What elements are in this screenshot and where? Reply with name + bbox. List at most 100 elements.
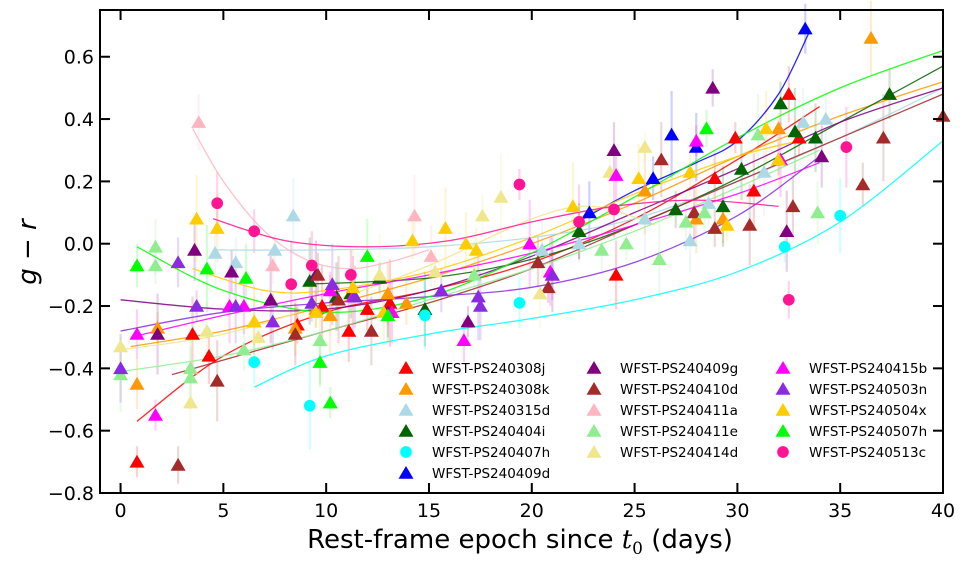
point-wfst-ps240315d (818, 112, 834, 125)
legend-label: WFST-PS240411e (620, 424, 738, 440)
legend-item-wfst-ps240404i: WFST-PS240404i (398, 424, 545, 440)
point-wfst-ps240410d (310, 267, 326, 281)
legend-item-wfst-ps240504x: WFST-PS240504x (775, 403, 927, 419)
point-wfst-ps240315d (534, 242, 550, 256)
fit-curve-wfst-ps240513c (212, 199, 779, 248)
legend: WFST-PS240308j WFST-PS240308k WFST-PS24031… (398, 361, 927, 482)
point-wfst-ps240411e (236, 342, 252, 356)
point-wfst-ps240410d (686, 205, 702, 219)
point-wfst-ps240504x (771, 152, 786, 166)
point-wfst-ps240503n (433, 283, 449, 297)
point-wfst-ps240308j (746, 183, 762, 197)
legend-marker-wfst-ps240507h (775, 424, 791, 437)
legend-marker-wfst-ps240411a (586, 403, 602, 416)
legend-item-wfst-ps240507h: WFST-PS240507h (775, 424, 927, 440)
fit-curves (120, 31, 944, 422)
point-wfst-ps240507h (199, 261, 215, 275)
point-wfst-ps240308j (707, 171, 723, 184)
point-wfst-ps240503n (265, 314, 281, 328)
point-wfst-ps240415b (148, 408, 163, 421)
legend-label: WFST-PS240410d (620, 382, 738, 398)
point-wfst-ps240411e (750, 127, 766, 141)
x-tick-label: 5 (217, 500, 229, 522)
legend-label: WFST-PS240308k (432, 382, 550, 398)
point-wfst-ps240410d (855, 177, 871, 191)
x-tick-label: 30 (725, 500, 749, 522)
point-wfst-ps240308k (863, 31, 879, 44)
fit-curve-wfst-ps240409g (120, 87, 944, 312)
point-wfst-ps240411e (466, 267, 482, 281)
fit-curve-wfst-ps240414d (120, 205, 656, 351)
legend-marker-wfst-ps240409d (398, 466, 414, 479)
point-wfst-ps240308j (382, 295, 398, 309)
point-wfst-ps240308k (771, 121, 786, 135)
point-wfst-ps240410d (785, 199, 801, 213)
point-wfst-ps240504x (437, 221, 453, 234)
point-wfst-ps240410d (530, 255, 546, 269)
point-wfst-ps240414d (532, 286, 548, 300)
point-wfst-ps240409g (814, 149, 830, 163)
legend-label: WFST-PS240308j (432, 361, 545, 377)
point-wfst-ps240503n (544, 267, 560, 281)
y-axis-label: g − r (13, 217, 43, 285)
point-wfst-ps240308j (359, 302, 375, 315)
point-wfst-ps240503n (189, 299, 205, 312)
legend-item-wfst-ps240415b: WFST-PS240415b (775, 361, 927, 377)
point-wfst-ps240503n (470, 289, 486, 303)
point-wfst-ps240315d (682, 233, 698, 247)
point-wfst-ps240407h (303, 399, 316, 412)
legend-label: WFST-PS240503n (809, 382, 927, 398)
point-wfst-ps240404i (571, 224, 587, 237)
point-wfst-ps240513c (608, 203, 620, 216)
point-wfst-ps240414d (493, 190, 509, 203)
point-wfst-ps240503n (347, 289, 363, 303)
point-wfst-ps240409d (645, 171, 661, 184)
data-markers (113, 21, 951, 471)
x-tick-label: 20 (520, 500, 544, 522)
point-wfst-ps240504x (719, 218, 735, 231)
point-wfst-ps240411e (678, 214, 694, 228)
legend-marker-wfst-ps240315d (398, 403, 414, 416)
point-wfst-ps240407h (778, 240, 791, 253)
point-wfst-ps240404i (773, 96, 789, 110)
point-wfst-ps240407h (248, 356, 261, 368)
point-wfst-ps240410d (653, 152, 669, 166)
point-wfst-ps240410d (287, 327, 303, 340)
legend-item-wfst-ps240308j: WFST-PS240308j (398, 361, 545, 377)
point-wfst-ps240315d (285, 208, 301, 222)
x-axis-label-prefix: Rest-frame epoch since (307, 525, 622, 555)
point-wfst-ps240415b (688, 133, 704, 147)
point-wfst-ps240308j (608, 267, 624, 281)
point-wfst-ps240315d (637, 211, 653, 225)
point-wfst-ps240411a (407, 208, 423, 222)
point-wfst-ps240410d (331, 292, 346, 306)
point-wfst-ps240315d (267, 242, 283, 256)
legend-item-wfst-ps240513c: WFST-PS240513c (777, 445, 926, 461)
point-wfst-ps240503n (304, 295, 320, 309)
legend-label: WFST-PS240411a (620, 403, 738, 419)
point-wfst-ps240411e (651, 252, 667, 265)
point-wfst-ps240404i (734, 161, 749, 175)
point-wfst-ps240504x (468, 242, 484, 256)
point-wfst-ps240308j (727, 130, 743, 144)
legend-marker-wfst-ps240411e (586, 424, 602, 437)
point-wfst-ps240507h (312, 355, 328, 368)
point-wfst-ps240415b (522, 236, 538, 250)
point-wfst-ps240504x (758, 121, 774, 135)
point-wfst-ps240404i (808, 130, 823, 144)
legend-marker-wfst-ps240308k (398, 382, 414, 395)
point-wfst-ps240411e (183, 370, 198, 384)
point-wfst-ps240513c (248, 225, 261, 238)
legend-marker-wfst-ps240503n (775, 382, 791, 395)
point-wfst-ps240411e (594, 242, 610, 256)
y-tick-label: −0.8 (48, 483, 94, 505)
point-wfst-ps240513c (344, 269, 357, 281)
legend-marker-wfst-ps240308j (398, 361, 414, 374)
point-wfst-ps240409g (705, 80, 721, 94)
point-wfst-ps240308j (341, 323, 357, 337)
point-wfst-ps240414d (427, 264, 443, 278)
plot-frame (99, 9, 944, 494)
point-wfst-ps240409g (460, 314, 476, 328)
point-wfst-ps240504x (458, 236, 474, 250)
point-wfst-ps240410d (742, 218, 758, 231)
